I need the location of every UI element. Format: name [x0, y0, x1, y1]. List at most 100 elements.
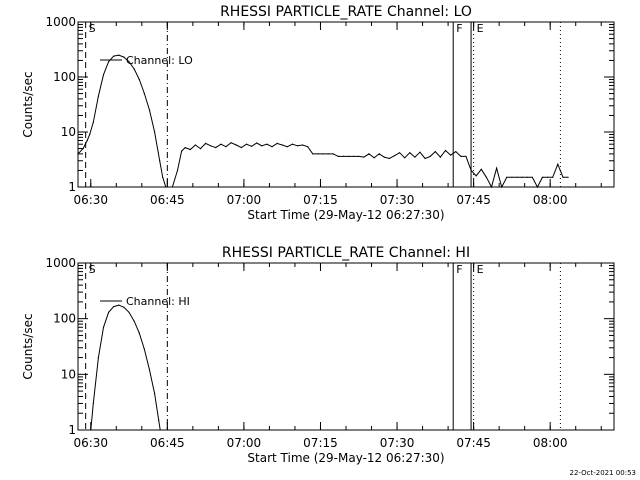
data-point — [337, 155, 339, 157]
data-point — [327, 153, 329, 155]
data-point — [276, 142, 278, 144]
data-point — [511, 176, 513, 178]
data-point — [133, 68, 135, 70]
data-point — [388, 157, 390, 160]
data-point — [368, 153, 370, 155]
data-point — [475, 175, 477, 177]
data-point — [409, 152, 411, 154]
data-point — [261, 145, 263, 147]
data-point — [123, 56, 125, 58]
data-point — [230, 142, 232, 144]
data-point — [424, 157, 426, 160]
data-point — [567, 176, 569, 178]
x-axis-label: Start Time (29-May-12 06:27:30) — [247, 451, 444, 465]
series-line — [77, 54, 569, 189]
data-point — [159, 429, 161, 431]
data-point — [296, 145, 299, 147]
data-point — [536, 186, 539, 188]
data-point — [148, 369, 151, 371]
data-point — [348, 155, 350, 157]
event-marker-label: F — [456, 22, 462, 35]
data-point — [322, 153, 324, 155]
data-point — [470, 169, 472, 171]
x-tick-label: 07:45 — [456, 436, 491, 450]
y-tick-label: 100 — [53, 312, 76, 326]
data-point — [450, 154, 452, 156]
data-point — [167, 186, 169, 188]
data-point — [113, 55, 115, 57]
data-point — [526, 176, 528, 178]
x-tick-label: 07:30 — [380, 193, 415, 207]
x-tick-label: 06:30 — [73, 436, 108, 450]
data-point — [240, 147, 242, 149]
data-point — [128, 311, 130, 313]
data-point — [490, 186, 493, 188]
data-point — [429, 155, 431, 157]
data-point — [383, 156, 385, 158]
data-point — [143, 93, 145, 95]
data-point — [465, 155, 467, 157]
chart-panel-lo: RHESSI PARTICLE_RATE Channel: LO 1 10 100 10… — [21, 4, 615, 222]
legend-label: Channel: LO — [126, 54, 193, 67]
chart-title: RHESSI PARTICLE_RATE Channel: HI — [222, 245, 470, 261]
data-point — [404, 157, 406, 159]
data-point — [205, 142, 207, 144]
y-tick-label: 1000 — [45, 15, 76, 29]
data-point — [118, 54, 120, 56]
data-point — [501, 186, 503, 188]
data-point — [531, 176, 533, 178]
data-point — [393, 155, 396, 157]
data-point — [90, 429, 92, 431]
data-point — [562, 176, 564, 178]
data-point — [189, 148, 191, 151]
data-point — [496, 167, 498, 169]
data-point — [363, 156, 365, 158]
data-point — [521, 176, 523, 178]
data-point — [158, 419, 160, 421]
data-point — [128, 61, 130, 63]
data-point — [307, 146, 309, 148]
data-point — [225, 146, 227, 148]
data-point — [312, 153, 314, 155]
data-point — [552, 176, 554, 178]
x-tick-label: 08:00 — [533, 436, 568, 450]
data-point — [317, 153, 319, 155]
data-point — [342, 155, 344, 157]
data-point — [108, 311, 110, 313]
y-axis-label: Counts/sec — [21, 71, 35, 137]
event-marker-label: S — [89, 22, 96, 35]
data-point — [176, 169, 179, 171]
data-point — [235, 144, 237, 146]
x-tick-label: 07:30 — [380, 436, 415, 450]
data-point — [506, 176, 508, 178]
data-point — [378, 153, 380, 155]
data-point — [92, 121, 94, 123]
data-point — [171, 186, 173, 188]
y-tick-label: 100 — [53, 70, 76, 84]
data-point — [439, 156, 441, 158]
data-point — [77, 153, 79, 155]
data-point — [245, 143, 248, 145]
data-point — [541, 176, 544, 178]
x-tick-label: 07:15 — [303, 193, 338, 207]
data-point — [123, 306, 125, 308]
y-axis-label: Counts/sec — [21, 313, 35, 379]
data-point — [256, 142, 258, 144]
y-tick-label: 10 — [61, 125, 76, 139]
plot-frame — [77, 262, 615, 431]
data-point — [184, 147, 186, 149]
data-point — [162, 176, 164, 178]
data-point — [97, 357, 99, 359]
data-point — [516, 176, 518, 178]
x-axis-label: Start Time (29-May-12 06:27:30) — [247, 208, 444, 222]
chart-panel-hi: RHESSI PARTICLE_RATE Channel: HI 1 10 100 10… — [21, 245, 615, 465]
data-point — [199, 148, 202, 150]
data-point — [165, 186, 167, 188]
data-point — [332, 153, 334, 155]
data-point — [358, 155, 360, 157]
data-point — [138, 78, 140, 81]
data-point — [210, 145, 212, 147]
data-point — [148, 109, 151, 111]
data-point — [281, 144, 283, 146]
data-point — [302, 144, 304, 146]
